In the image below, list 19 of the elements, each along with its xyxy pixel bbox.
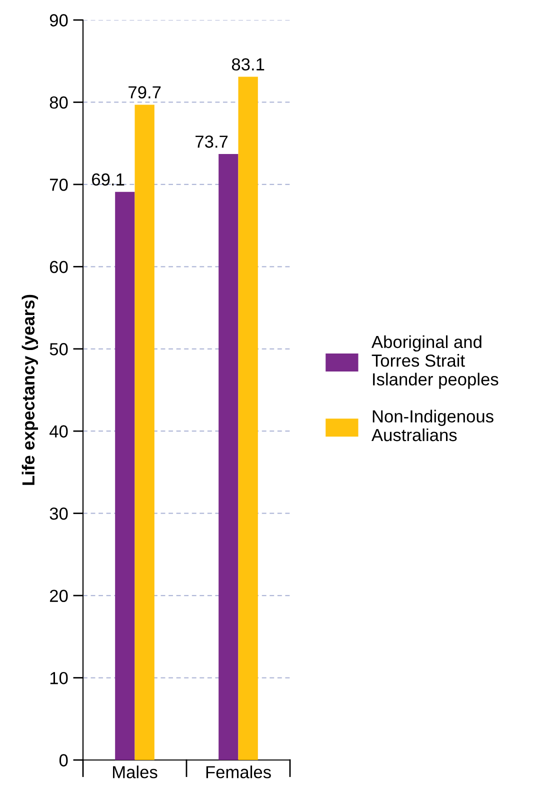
y-tick-label: 0 xyxy=(59,754,68,766)
y-tick-label: 40 xyxy=(50,425,68,438)
x-tick-label: Males xyxy=(113,766,158,778)
legend-label: Non-Indigenous Australians xyxy=(372,410,494,442)
x-tick-label: Females xyxy=(206,766,271,778)
data-label: 69.1 xyxy=(92,173,124,186)
y-tick-label: 80 xyxy=(50,96,68,109)
data-label: 73.7 xyxy=(196,136,228,148)
y-tick-label: 60 xyxy=(50,260,68,274)
y-tick-label: 20 xyxy=(50,590,68,602)
data-label: 79.7 xyxy=(128,86,161,98)
y-tick-label: 30 xyxy=(50,508,68,520)
y-axis-title: Life expectancy (years) xyxy=(22,294,38,485)
data-label: 83.1 xyxy=(232,58,264,71)
y-tick-label: 10 xyxy=(50,672,68,684)
y-tick-label: 90 xyxy=(50,14,68,26)
y-tick-label: 50 xyxy=(50,343,68,356)
legend-label: Aboriginal and Torres Strait Islander peoples xyxy=(372,335,498,389)
y-tick-label: 70 xyxy=(50,178,68,191)
